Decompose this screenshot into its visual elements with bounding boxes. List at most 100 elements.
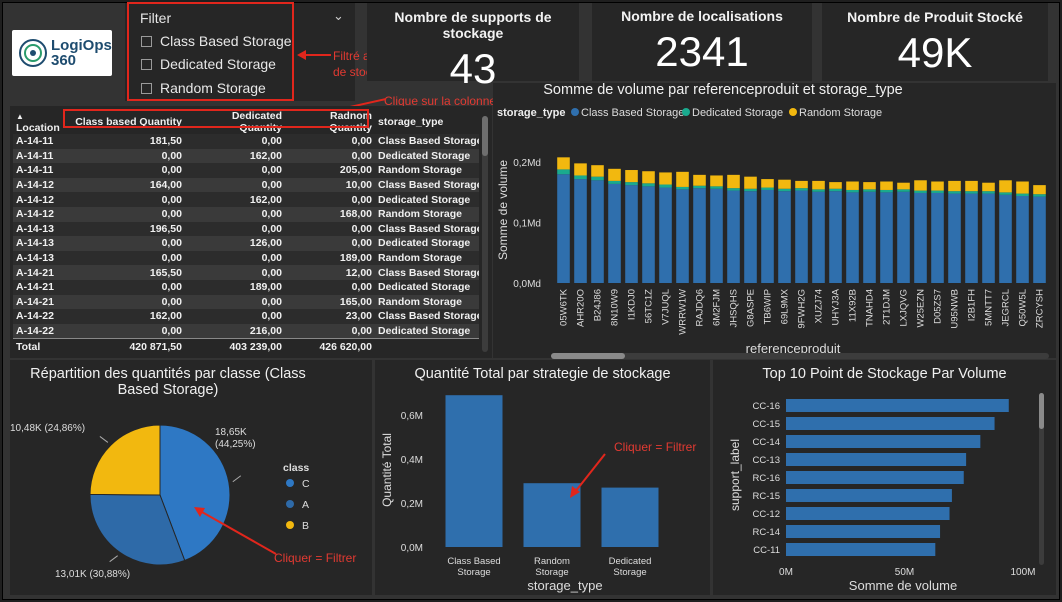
table-row[interactable]: A-14-12 0,00 162,00 0,00 Dedicated Storage xyxy=(13,192,479,207)
bar-segment[interactable] xyxy=(880,189,893,193)
bar-segment[interactable] xyxy=(1016,193,1029,196)
chart-scrollbar-track[interactable] xyxy=(1039,393,1044,565)
bar-segment[interactable] xyxy=(914,192,927,283)
bar-segment[interactable] xyxy=(1016,181,1029,194)
strategy-bar-chart[interactable]: 0,0M 0,2M 0,4M 0,6M Quantité Total Class Base… xyxy=(375,385,710,595)
bar[interactable] xyxy=(601,487,659,547)
legend-marker[interactable] xyxy=(682,108,690,116)
bar-segment[interactable] xyxy=(1016,196,1029,283)
bar-segment[interactable] xyxy=(710,186,723,189)
checkbox[interactable] xyxy=(141,35,152,47)
checkbox[interactable] xyxy=(141,58,152,70)
chevron-down-icon[interactable]: ⌄ xyxy=(333,8,344,23)
bar-segment[interactable] xyxy=(999,180,1012,193)
bar-segment[interactable] xyxy=(676,189,689,283)
bar-segment[interactable] xyxy=(914,180,927,191)
bar-segment[interactable] xyxy=(744,191,757,283)
table-row[interactable]: A-14-13 0,00 126,00 0,00 Dedicated Storage xyxy=(13,236,479,251)
table-row[interactable]: A-14-13 0,00 0,00 189,00 Random Storage xyxy=(13,250,479,266)
bar-segment[interactable] xyxy=(693,185,706,189)
table-row[interactable]: A-14-11 181,50 0,00 0,00 Class Based Storage xyxy=(13,134,479,149)
bar-segment[interactable] xyxy=(965,191,978,194)
bar-segment[interactable] xyxy=(829,182,842,189)
bar-segment[interactable] xyxy=(591,176,604,181)
legend-marker[interactable] xyxy=(286,500,294,508)
bar-segment[interactable] xyxy=(812,191,825,283)
bar-segment[interactable] xyxy=(557,174,570,283)
bar-segment[interactable] xyxy=(761,189,774,283)
bar-segment[interactable] xyxy=(1033,185,1046,195)
bar-segment[interactable] xyxy=(795,190,808,283)
legend-marker[interactable] xyxy=(789,108,797,116)
bar-segment[interactable] xyxy=(863,189,876,192)
chart-scrollbar-track[interactable] xyxy=(551,353,1049,359)
bar-segment[interactable] xyxy=(625,182,638,186)
table-row[interactable]: A-14-21 0,00 0,00 165,00 Random Storage xyxy=(13,294,479,310)
legend-marker[interactable] xyxy=(571,108,579,116)
bar-segment[interactable] xyxy=(931,181,944,191)
bar-segment[interactable] xyxy=(829,188,842,192)
legend-marker[interactable] xyxy=(286,479,294,487)
bar-segment[interactable] xyxy=(795,188,808,191)
bar-segment[interactable] xyxy=(574,179,587,283)
bar-segment[interactable] xyxy=(982,191,995,194)
bar-segment[interactable] xyxy=(897,182,910,190)
bar-segment[interactable] xyxy=(846,181,859,190)
bar-segment[interactable] xyxy=(608,168,621,181)
bar-segment[interactable] xyxy=(897,189,910,192)
bar-segment[interactable] xyxy=(880,192,893,283)
chart-scrollbar-thumb[interactable] xyxy=(1039,393,1044,429)
bar-segment[interactable] xyxy=(778,188,791,192)
bar-segment[interactable] xyxy=(642,183,655,187)
col-header-class-based[interactable]: Class based Quantity xyxy=(75,116,182,128)
slicer-option-dedicated[interactable]: Dedicated Storage xyxy=(141,55,276,73)
bar-segment[interactable] xyxy=(999,192,1012,195)
slicer-option-random[interactable]: Random Storage xyxy=(141,79,266,97)
bar-segment[interactable] xyxy=(744,188,757,192)
bar-segment[interactable] xyxy=(642,186,655,283)
bar[interactable] xyxy=(786,543,936,556)
bar-segment[interactable] xyxy=(591,180,604,283)
bar-segment[interactable] xyxy=(999,194,1012,283)
bar[interactable] xyxy=(786,399,1009,412)
bar-segment[interactable] xyxy=(880,181,893,190)
chart-scrollbar-thumb[interactable] xyxy=(551,353,625,359)
bar[interactable] xyxy=(786,471,964,484)
bar-segment[interactable] xyxy=(982,193,995,283)
bar-segment[interactable] xyxy=(744,176,757,189)
slicer-option-class-based[interactable]: Class Based Storage xyxy=(141,32,292,50)
col-header-random[interactable]: Radnom Quantity xyxy=(329,110,372,134)
bar-segment[interactable] xyxy=(948,193,961,283)
top10-horizontal-bar-chart[interactable]: CC-16 CC-15 CC-14 CC-13 RC-16 RC-15 CC-12 RC-14… xyxy=(713,385,1056,595)
bar-segment[interactable] xyxy=(795,180,808,189)
table-row[interactable]: A-14-21 0,00 189,00 0,00 Dedicated Storage xyxy=(13,279,479,295)
legend-marker[interactable] xyxy=(286,521,294,529)
bar-segment[interactable] xyxy=(1033,194,1046,197)
bar-segment[interactable] xyxy=(965,193,978,283)
bar-segment[interactable] xyxy=(761,187,774,190)
bar-segment[interactable] xyxy=(710,188,723,283)
bar-segment[interactable] xyxy=(625,170,638,183)
bar-segment[interactable] xyxy=(829,191,842,283)
table-row[interactable]: A-14-11 0,00 162,00 0,00 Dedicated Storage xyxy=(13,148,479,164)
bar-segment[interactable] xyxy=(931,192,944,283)
bar-segment[interactable] xyxy=(982,182,995,192)
table-scrollbar-track[interactable] xyxy=(482,116,488,352)
bar-segment[interactable] xyxy=(676,171,689,187)
class-pie-chart[interactable]: 18,65K(44,25%) 13,01K (30,88%) 10,48K (24,… xyxy=(10,405,372,595)
bar-segment[interactable] xyxy=(931,190,944,193)
bar-segment[interactable] xyxy=(812,189,825,192)
table-row[interactable]: A-14-22 0,00 216,00 0,00 Dedicated Storage xyxy=(13,323,479,339)
bar-segment[interactable] xyxy=(608,183,621,283)
bar-segment[interactable] xyxy=(659,184,672,188)
table-row[interactable]: A-14-13 196,50 0,00 0,00 Class Based Storage xyxy=(13,221,479,237)
bar-segment[interactable] xyxy=(574,175,587,180)
bar-segment[interactable] xyxy=(625,185,638,283)
bar-segment[interactable] xyxy=(659,172,672,185)
bar-segment[interactable] xyxy=(557,157,570,170)
bar-segment[interactable] xyxy=(948,180,961,192)
bar-segment[interactable] xyxy=(812,180,825,190)
table-row[interactable]: A-14-12 164,00 0,00 10,00 Class Based Storag… xyxy=(13,177,479,193)
bar-segment[interactable] xyxy=(914,190,927,193)
bar-segment[interactable] xyxy=(727,190,740,283)
